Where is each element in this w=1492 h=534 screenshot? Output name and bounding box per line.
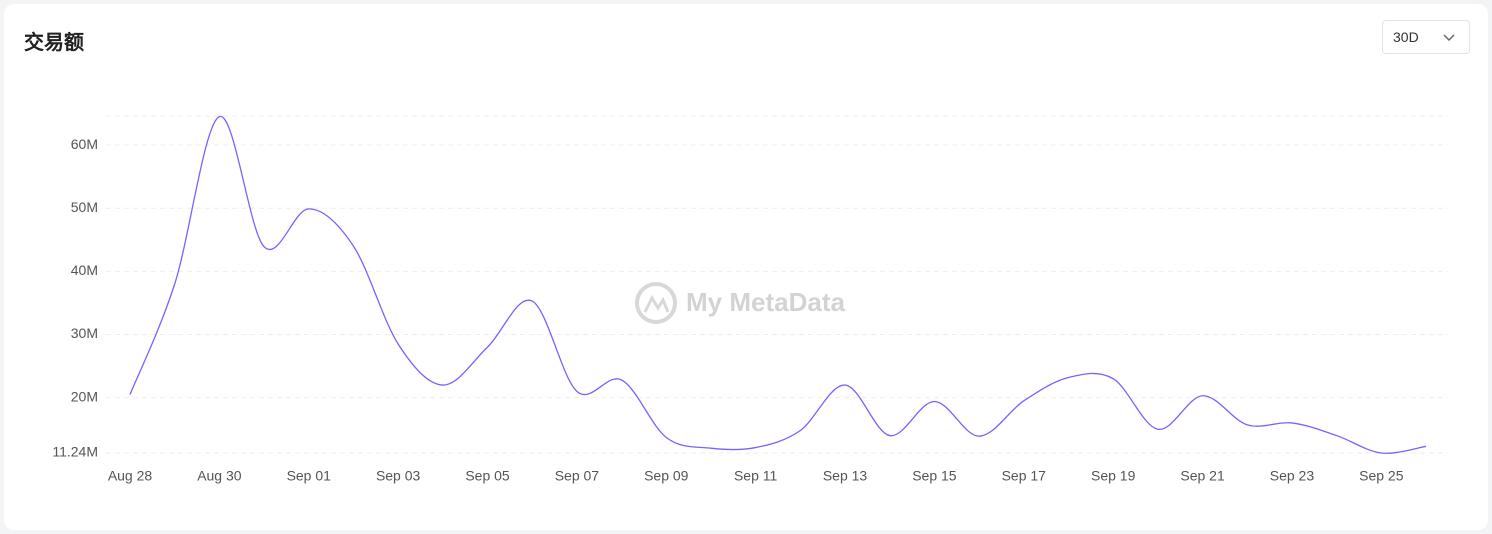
watermark-group: My MetaData — [635, 282, 845, 324]
period-label[interactable]: 30D — [1393, 29, 1419, 45]
x-tick-label: Sep 01 — [287, 468, 332, 484]
x-tick-label: Sep 13 — [823, 468, 868, 484]
watermark: My MetaData — [686, 287, 845, 317]
y-tick-label: 30M — [71, 325, 98, 341]
x-tick-label: Sep 05 — [465, 468, 510, 484]
x-tick-label: Sep 09 — [644, 468, 689, 484]
x-tick-label: Sep 07 — [555, 468, 600, 484]
y-tick-label: 50M — [71, 199, 98, 215]
x-tick-label: Sep 11 — [734, 468, 778, 484]
x-tick-label: Sep 19 — [1091, 468, 1136, 484]
x-tick-label: Aug 30 — [197, 468, 242, 484]
y-tick-label: 11.24M — [52, 444, 98, 460]
x-tick-label: Sep 21 — [1180, 468, 1225, 484]
y-tick-label: 40M — [71, 262, 98, 278]
watermark-icon — [635, 282, 677, 324]
card: 交易额 30D — [4, 4, 1488, 530]
y-tick-label: 60M — [71, 136, 98, 152]
watermark-icon — [643, 294, 670, 313]
card-title: 交易额 — [24, 30, 84, 54]
x-tick-label: Sep 17 — [1002, 468, 1047, 484]
x-tick-label: Sep 25 — [1359, 468, 1404, 484]
x-tick-label: Sep 23 — [1270, 468, 1315, 484]
x-tick-label: Sep 03 — [376, 468, 421, 484]
x-tick-label: Aug 28 — [108, 468, 153, 484]
y-tick-label: 20M — [71, 388, 98, 404]
chevron[interactable] — [1443, 34, 1455, 42]
x-tick-label: Sep 15 — [912, 468, 957, 484]
period-select[interactable]: 30D — [1382, 20, 1470, 54]
series-line — [129, 115, 1427, 454]
